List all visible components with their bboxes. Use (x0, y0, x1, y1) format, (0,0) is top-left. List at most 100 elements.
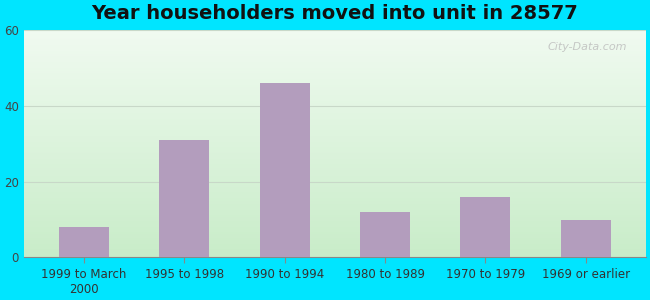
Bar (24, 50, 646, 51)
Bar (24, 180, 646, 181)
Bar (24, 97, 646, 98)
Bar (24, 75, 646, 76)
Bar (24, 196, 646, 197)
Bar (24, 148, 646, 149)
Bar (24, 98, 646, 100)
Bar (24, 112, 646, 113)
Bar (24, 104, 646, 105)
Bar (24, 65, 646, 67)
Bar (24, 240, 646, 242)
Bar (24, 71, 646, 72)
Bar (24, 235, 646, 236)
Bar (24, 202, 646, 203)
Bar (24, 32, 646, 34)
Bar (24, 138, 646, 139)
Bar (24, 229, 646, 230)
Bar (24, 250, 646, 252)
Bar (24, 103, 646, 104)
Bar (24, 252, 646, 253)
Bar (24, 30, 646, 31)
Bar (24, 220, 646, 221)
Bar (24, 221, 646, 222)
Bar (24, 214, 646, 215)
Bar (24, 119, 646, 120)
Bar (24, 176, 646, 177)
Bar (24, 109, 646, 110)
Bar (24, 187, 646, 188)
Bar (24, 182, 646, 184)
Bar (24, 39, 646, 41)
Bar (24, 218, 646, 219)
Title: Year householders moved into unit in 28577: Year householders moved into unit in 285… (92, 4, 578, 23)
Bar (24, 126, 646, 127)
Bar (24, 230, 646, 231)
Bar (24, 158, 646, 159)
Bar (24, 94, 646, 95)
Bar (24, 190, 646, 191)
Bar (24, 207, 646, 208)
Bar (24, 149, 646, 151)
Bar (24, 247, 646, 248)
Bar (24, 92, 646, 93)
Bar (159, 140, 209, 257)
Bar (24, 173, 646, 175)
Bar (24, 93, 646, 94)
Bar (24, 52, 646, 53)
Bar (24, 124, 646, 126)
Bar (24, 137, 646, 138)
Bar (24, 198, 646, 200)
Bar (24, 84, 646, 85)
Bar (24, 154, 646, 155)
Bar (24, 222, 646, 223)
Bar (24, 153, 646, 154)
Bar (24, 254, 646, 255)
Bar (24, 237, 646, 238)
Bar (24, 34, 646, 35)
Bar (24, 200, 646, 201)
Bar (24, 128, 646, 129)
Bar (24, 195, 646, 196)
Bar (24, 210, 646, 211)
Bar (24, 35, 646, 36)
Bar (24, 87, 646, 88)
Bar (24, 243, 646, 244)
Bar (24, 201, 646, 202)
Bar (24, 211, 646, 212)
Bar (24, 159, 646, 160)
Bar (24, 232, 646, 234)
Bar (24, 171, 646, 172)
Bar (24, 179, 646, 180)
Bar (24, 239, 646, 240)
Bar (24, 130, 646, 131)
Bar (24, 248, 646, 250)
Bar (24, 193, 646, 194)
Bar (24, 156, 646, 158)
Bar (24, 160, 646, 161)
Bar (24, 59, 646, 60)
Bar (24, 81, 646, 83)
Bar (24, 38, 646, 39)
Bar (24, 123, 646, 124)
Bar (24, 197, 646, 198)
Bar (24, 37, 646, 38)
Bar (24, 256, 646, 257)
Bar (24, 116, 646, 117)
Bar (24, 60, 646, 61)
Bar (24, 205, 646, 206)
Bar (24, 106, 646, 107)
Bar (24, 135, 646, 136)
Bar (24, 155, 646, 156)
Bar (24, 43, 646, 44)
Bar (24, 85, 646, 86)
Bar (24, 175, 646, 176)
Bar (24, 54, 646, 55)
Bar (560, 220, 611, 257)
Bar (24, 63, 646, 64)
Bar (24, 64, 646, 65)
Bar (24, 169, 646, 170)
Bar (24, 107, 646, 109)
Bar (24, 234, 646, 235)
Bar (24, 56, 646, 58)
Bar (24, 121, 646, 122)
Bar (24, 245, 646, 246)
